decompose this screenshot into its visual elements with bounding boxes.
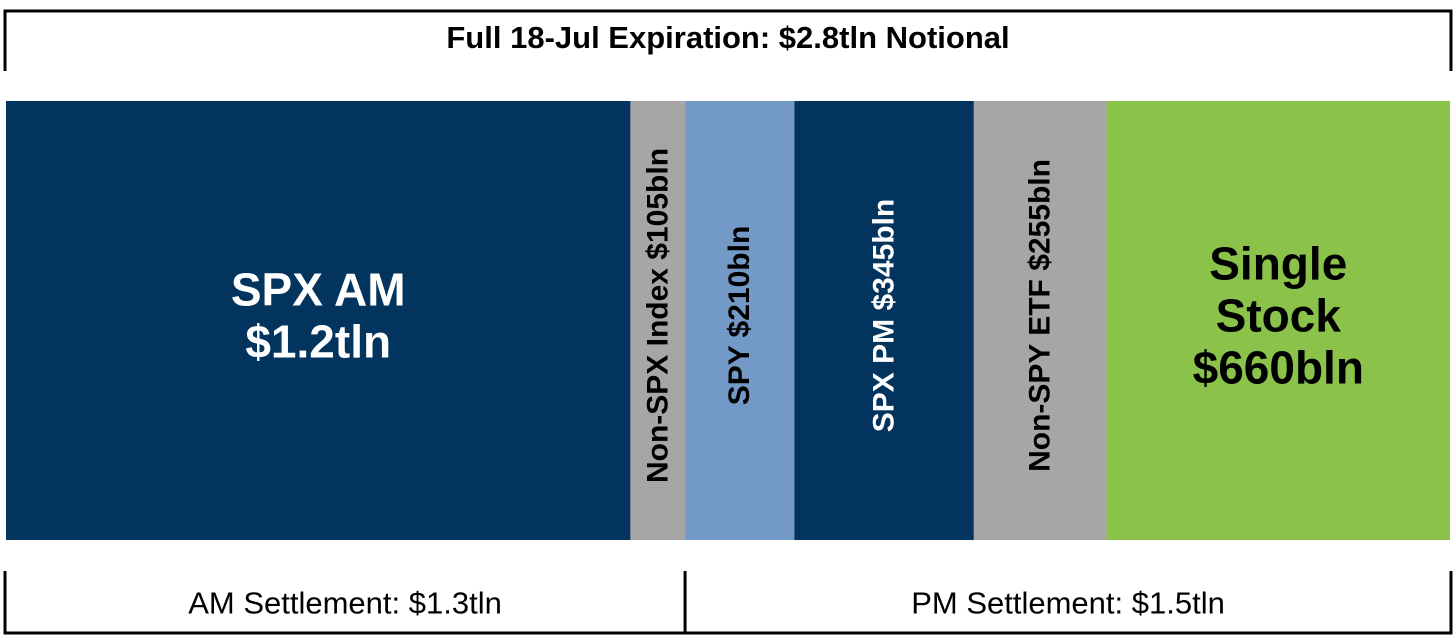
segment-3: SPX PM $345bln	[794, 101, 974, 540]
segment-label-line: SPX AM	[231, 264, 406, 316]
segment-bar	[973, 101, 1107, 540]
segment-1: Non-SPX Index $105bln	[630, 101, 686, 540]
settlement-bracket-line	[3, 571, 1453, 635]
segment-2: SPY $210bln	[685, 101, 795, 540]
title-bracket	[3, 9, 1453, 71]
chart-title: Full 18-Jul Expiration: $2.8tln Notional	[446, 20, 1009, 55]
pm-settlement-label: PM Settlement: $1.5tln	[911, 586, 1225, 621]
segment-label-line: $660bln	[1193, 342, 1364, 394]
segment-label-line: Single	[1209, 238, 1347, 290]
segment-label-line: Stock	[1216, 290, 1342, 342]
settlement-brackets: AM Settlement: $1.3tln PM Settlement: $1.…	[3, 571, 1453, 635]
title-bracket-line	[3, 9, 1453, 71]
segment-bar	[6, 101, 631, 540]
segment-label: SPY $210bln	[723, 226, 756, 406]
segment-0: SPX AM$1.2tln	[6, 101, 631, 540]
segment-label-line: $1.2tln	[245, 316, 391, 368]
segment-bar	[794, 101, 974, 540]
segment-label: Non-SPY ETF $255bln	[1024, 159, 1057, 472]
segment-bar	[685, 101, 795, 540]
am-settlement-label: AM Settlement: $1.3tln	[188, 586, 502, 621]
segments-group: SPX AM$1.2tln Non-SPX Index $105bln SPY $2…	[6, 101, 1450, 540]
segment-4: Non-SPY ETF $255bln	[973, 101, 1107, 540]
segment-bar	[630, 101, 686, 540]
segment-bar	[1106, 101, 1450, 540]
segment-label: SPX PM $345bln	[868, 199, 901, 432]
segment-label: Non-SPX Index $105bln	[641, 148, 674, 483]
